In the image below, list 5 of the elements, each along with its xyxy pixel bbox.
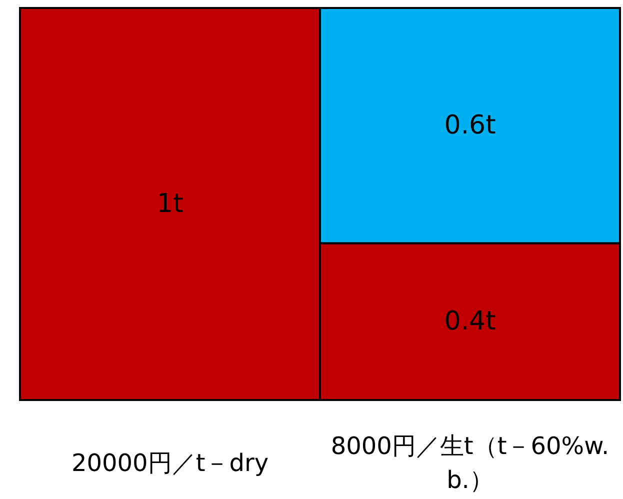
data-label: 0.6t (444, 110, 496, 141)
data-label: 1t (156, 189, 184, 219)
x-tick-label: 20000円／t－dry (71, 449, 269, 477)
data-label: 0.4t (444, 306, 496, 337)
x-tick-label: 8000円／生t（t－60%w.b.） (330, 432, 610, 494)
